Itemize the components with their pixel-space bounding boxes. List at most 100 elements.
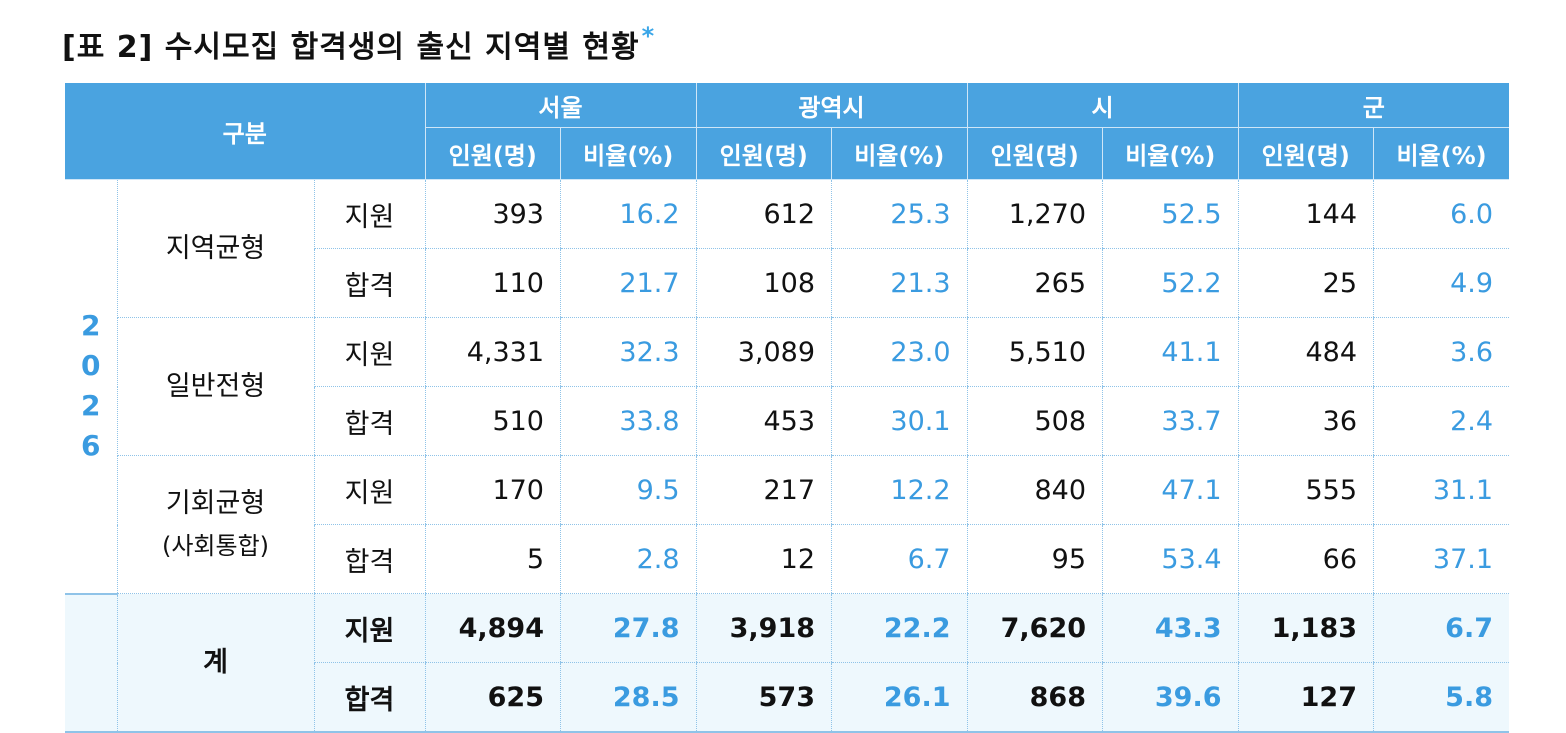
table-row: 2 0 2 6 지역균형 지원 393 16.2 612 25.3 1,270 … [65, 179, 1510, 595]
table-row: 기회균형 (사회통합) 지원 170 9.5 217 12.2 840 47.1 … [65, 455, 1510, 594]
count-cell: 868 [966, 662, 1103, 733]
ratio-cell: 12.2 [831, 455, 968, 525]
header-count: 인원(명) [966, 127, 1103, 180]
ratio-cell: 47.1 [1102, 455, 1239, 525]
count-cell: 510 [424, 386, 561, 456]
count-cell: 612 [695, 179, 832, 249]
count-cell: 110 [424, 248, 561, 318]
ratio-cell: 53.4 [1102, 524, 1239, 594]
header-region-county: 군 [1237, 83, 1510, 128]
ratio-cell: 22.2 [831, 593, 968, 663]
ratio-cell: 37.1 [1373, 524, 1510, 594]
header-count: 인원(명) [424, 127, 561, 180]
ratio-cell: 6.0 [1373, 179, 1510, 249]
group-name: 기회균형 (사회통합) [116, 455, 314, 594]
row-kind: 합격 [313, 662, 425, 733]
ratio-cell: 2.8 [560, 524, 697, 594]
year-cell: 2 0 2 6 [65, 179, 117, 595]
count-cell: 108 [695, 248, 832, 318]
ratio-cell: 52.5 [1102, 179, 1239, 249]
year-char: 2 [81, 389, 101, 423]
count-cell: 66 [1237, 524, 1374, 594]
group-name: 일반전형 [116, 317, 314, 456]
count-cell: 5 [424, 524, 561, 594]
header-region-seoul: 서울 [424, 83, 697, 128]
ratio-cell: 43.3 [1102, 593, 1239, 663]
count-cell: 625 [424, 662, 561, 733]
count-cell: 840 [966, 455, 1103, 525]
ratio-cell: 52.2 [1102, 248, 1239, 318]
ratio-cell: 21.3 [831, 248, 968, 318]
row-kind: 지원 [313, 455, 425, 525]
count-cell: 1,270 [966, 179, 1103, 249]
count-cell: 1,183 [1237, 593, 1374, 663]
ratio-cell: 32.3 [560, 317, 697, 387]
count-cell: 484 [1237, 317, 1374, 387]
footnote-mark: * [641, 22, 656, 50]
row-kind: 지원 [313, 179, 425, 249]
ratio-cell: 28.5 [560, 662, 697, 733]
count-cell: 36 [1237, 386, 1374, 456]
table-row: 합격 5 2.8 12 6.7 95 53.4 66 37.1 [65, 524, 1510, 594]
count-cell: 7,620 [966, 593, 1103, 663]
count-cell: 12 [695, 524, 832, 594]
ratio-cell: 9.5 [560, 455, 697, 525]
count-cell: 573 [695, 662, 832, 733]
header-ratio: 비율(%) [1102, 127, 1239, 180]
table-row: 합격 510 33.8 453 30.1 508 33.7 36 2.4 [65, 386, 1510, 456]
ratio-cell: 2.4 [1373, 386, 1510, 456]
year-char: 6 [81, 429, 101, 463]
region-table: 구분 서울 광역시 시 군 인원(명) 비율(%) 인원(명) 비율(%) 인원… [65, 83, 1510, 733]
count-cell: 508 [966, 386, 1103, 456]
year-char: 2 [81, 309, 101, 343]
header-count: 인원(명) [695, 127, 832, 180]
row-kind: 지원 [313, 317, 425, 387]
header-region-city: 시 [966, 83, 1239, 128]
table-title-text: [표 2] 수시모집 합격생의 출신 지역별 현황 [62, 30, 640, 65]
row-kind: 합격 [313, 524, 425, 594]
ratio-cell: 23.0 [831, 317, 968, 387]
ratio-cell: 39.6 [1102, 662, 1239, 733]
table-row: 일반전형 지원 4,331 32.3 3,089 23.0 5,510 41.1… [65, 317, 1510, 456]
ratio-cell: 41.1 [1102, 317, 1239, 387]
ratio-cell: 6.7 [831, 524, 968, 594]
count-cell: 3,089 [695, 317, 832, 387]
count-cell: 170 [424, 455, 561, 525]
header-count: 인원(명) [1237, 127, 1374, 180]
count-cell: 4,331 [424, 317, 561, 387]
count-cell: 4,894 [424, 593, 561, 663]
count-cell: 217 [695, 455, 832, 525]
count-cell: 5,510 [966, 317, 1103, 387]
ratio-cell: 27.8 [560, 593, 697, 663]
row-kind: 지원 [313, 593, 425, 663]
ratio-cell: 4.9 [1373, 248, 1510, 318]
ratio-cell: 33.7 [1102, 386, 1239, 456]
ratio-cell: 31.1 [1373, 455, 1510, 525]
total-year-blank [65, 593, 117, 733]
row-kind: 합격 [313, 386, 425, 456]
table-title: [표 2] 수시모집 합격생의 출신 지역별 현황* [62, 22, 655, 66]
count-cell: 265 [966, 248, 1103, 318]
ratio-cell: 3.6 [1373, 317, 1510, 387]
header-ratio: 비율(%) [1373, 127, 1510, 180]
header-ratio: 비율(%) [831, 127, 968, 180]
count-cell: 25 [1237, 248, 1374, 318]
header-region-metro: 광역시 [695, 83, 968, 128]
header-gubun: 구분 [65, 83, 425, 180]
count-cell: 393 [424, 179, 561, 249]
ratio-cell: 16.2 [560, 179, 697, 249]
count-cell: 555 [1237, 455, 1374, 525]
ratio-cell: 21.7 [560, 248, 697, 318]
total-row: 계 지원 4,894 27.8 3,918 22.2 7,620 43.3 1,… [65, 593, 1510, 733]
ratio-cell: 6.7 [1373, 593, 1510, 663]
count-cell: 95 [966, 524, 1103, 594]
ratio-cell: 25.3 [831, 179, 968, 249]
table-row: 합격 110 21.7 108 21.3 265 52.2 25 4.9 [65, 248, 1510, 318]
year-char: 0 [81, 349, 101, 383]
group-subname: (사회통합) [161, 531, 270, 560]
row-kind: 합격 [313, 248, 425, 318]
ratio-cell: 26.1 [831, 662, 968, 733]
ratio-cell: 30.1 [831, 386, 968, 456]
count-cell: 144 [1237, 179, 1374, 249]
ratio-cell: 33.8 [560, 386, 697, 456]
